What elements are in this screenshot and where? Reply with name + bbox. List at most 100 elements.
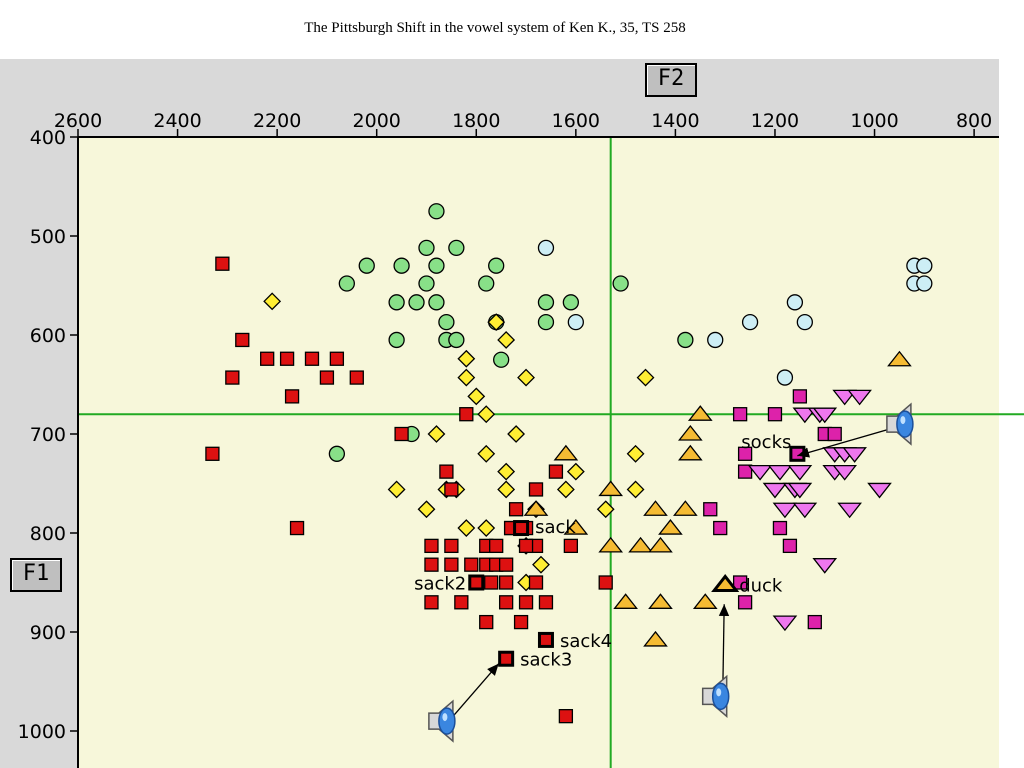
- data-point-square: [703, 502, 718, 517]
- data-point-square: [548, 464, 564, 479]
- data-point-circle: [388, 331, 405, 349]
- data-point-square: [807, 614, 822, 630]
- data-point-square: [424, 557, 439, 572]
- data-point-square: [235, 332, 250, 348]
- data-point-triangle-down: [812, 407, 838, 424]
- data-point-square: [225, 370, 240, 385]
- speaker-icon-sack3[interactable]: [428, 699, 456, 743]
- data-point-square: [260, 351, 275, 366]
- data-point-circle: [338, 275, 355, 292]
- data-point-triangle-down: [787, 464, 813, 481]
- data-point-circle: [448, 331, 465, 349]
- data-point-circle: [388, 294, 405, 311]
- data-point-square: [205, 446, 220, 461]
- point-label: socks: [741, 432, 791, 453]
- data-point-diamond: [457, 519, 476, 537]
- data-point-square: [424, 595, 439, 610]
- x-tick-label: 1000: [850, 110, 898, 132]
- data-point-diamond: [497, 462, 516, 481]
- highlighted-point: [711, 574, 740, 592]
- data-point-square: [498, 557, 514, 572]
- highlighted-point: [513, 520, 530, 537]
- chart-title: The Pittsburgh Shift in the vowel system…: [304, 20, 686, 36]
- data-point-triangle-down: [772, 615, 798, 632]
- data-point-circle: [537, 294, 555, 311]
- data-point-square: [528, 482, 544, 497]
- data-point-circle: [448, 239, 465, 257]
- data-point-circle: [358, 257, 375, 274]
- data-point-triangle-up: [687, 405, 713, 421]
- data-point-circle: [428, 257, 445, 274]
- data-point-square: [508, 502, 524, 517]
- data-point-square: [479, 614, 494, 630]
- data-point-triangle-down: [832, 389, 858, 406]
- data-point-square: [484, 575, 499, 590]
- data-point-circle: [418, 275, 435, 292]
- data-point-circle: [438, 313, 455, 331]
- highlighted-point: [498, 650, 515, 667]
- data-point-circle: [537, 313, 555, 331]
- data-point-circle: [562, 294, 580, 311]
- y-tick-label: 1000: [18, 721, 66, 743]
- data-point-triangle-up: [678, 424, 703, 441]
- data-point-square: [289, 520, 305, 536]
- data-point-diamond: [626, 480, 645, 499]
- speaker-icon-socks[interactable]: [886, 402, 914, 446]
- x-tick-label: 2200: [253, 110, 301, 132]
- data-point-circle: [488, 257, 505, 274]
- data-point-triangle-up: [598, 480, 624, 497]
- data-point-circle: [916, 257, 933, 274]
- x-tick-label: 800: [956, 110, 992, 132]
- data-point-square: [444, 557, 459, 572]
- y-axis-label: F1: [10, 558, 62, 592]
- data-point-diamond: [457, 349, 476, 368]
- data-point-square: [498, 595, 514, 610]
- data-point-square: [732, 407, 748, 422]
- data-point-circle: [707, 331, 724, 349]
- data-point-diamond: [477, 444, 496, 463]
- y-tick-label: 700: [30, 424, 66, 446]
- data-point-square: [518, 538, 534, 554]
- x-tick-label: 2400: [153, 110, 201, 132]
- data-point-triangle-down: [842, 447, 867, 463]
- data-point-square: [394, 426, 409, 442]
- data-point-circle: [677, 331, 694, 349]
- data-point-diamond: [517, 368, 535, 387]
- x-tick-label: 2000: [353, 110, 401, 132]
- data-point-triangle-down: [787, 482, 813, 499]
- data-point-diamond: [387, 480, 406, 499]
- data-point-triangle-up: [658, 518, 683, 535]
- point-label: sack2: [414, 574, 466, 595]
- data-point-diamond: [566, 462, 585, 481]
- y-tick-label: 600: [30, 325, 66, 347]
- data-point-circle: [796, 313, 813, 331]
- data-point-triangle-down: [762, 482, 788, 499]
- data-point-circle: [418, 239, 435, 257]
- data-point-triangle-up: [673, 500, 698, 516]
- data-point-square: [464, 557, 479, 572]
- annotation-arrow: [448, 663, 500, 722]
- data-point-diamond: [596, 500, 615, 519]
- data-point-diamond: [477, 519, 496, 537]
- point-label: sack: [535, 517, 576, 538]
- data-point-diamond: [507, 425, 526, 443]
- y-tick-label: 800: [30, 523, 66, 545]
- speaker-icon-duck[interactable]: [701, 674, 730, 718]
- data-point-square: [737, 464, 753, 479]
- x-axis-label: F2: [645, 63, 697, 97]
- data-point-diamond: [497, 480, 516, 499]
- data-point-square: [792, 389, 808, 404]
- point-label: sack3: [520, 650, 572, 671]
- data-point-circle: [478, 275, 495, 292]
- point-label: sack4: [560, 631, 612, 652]
- data-point-square: [349, 370, 364, 385]
- data-point-triangle-up: [648, 536, 673, 553]
- data-point-square: [767, 407, 783, 422]
- data-point-diamond: [497, 331, 516, 349]
- data-point-square: [329, 351, 345, 366]
- x-tick-label: 1400: [651, 110, 699, 132]
- data-point-square: [518, 595, 534, 610]
- data-point-diamond: [532, 555, 550, 574]
- data-point-square: [304, 351, 320, 366]
- data-point-square: [782, 538, 798, 554]
